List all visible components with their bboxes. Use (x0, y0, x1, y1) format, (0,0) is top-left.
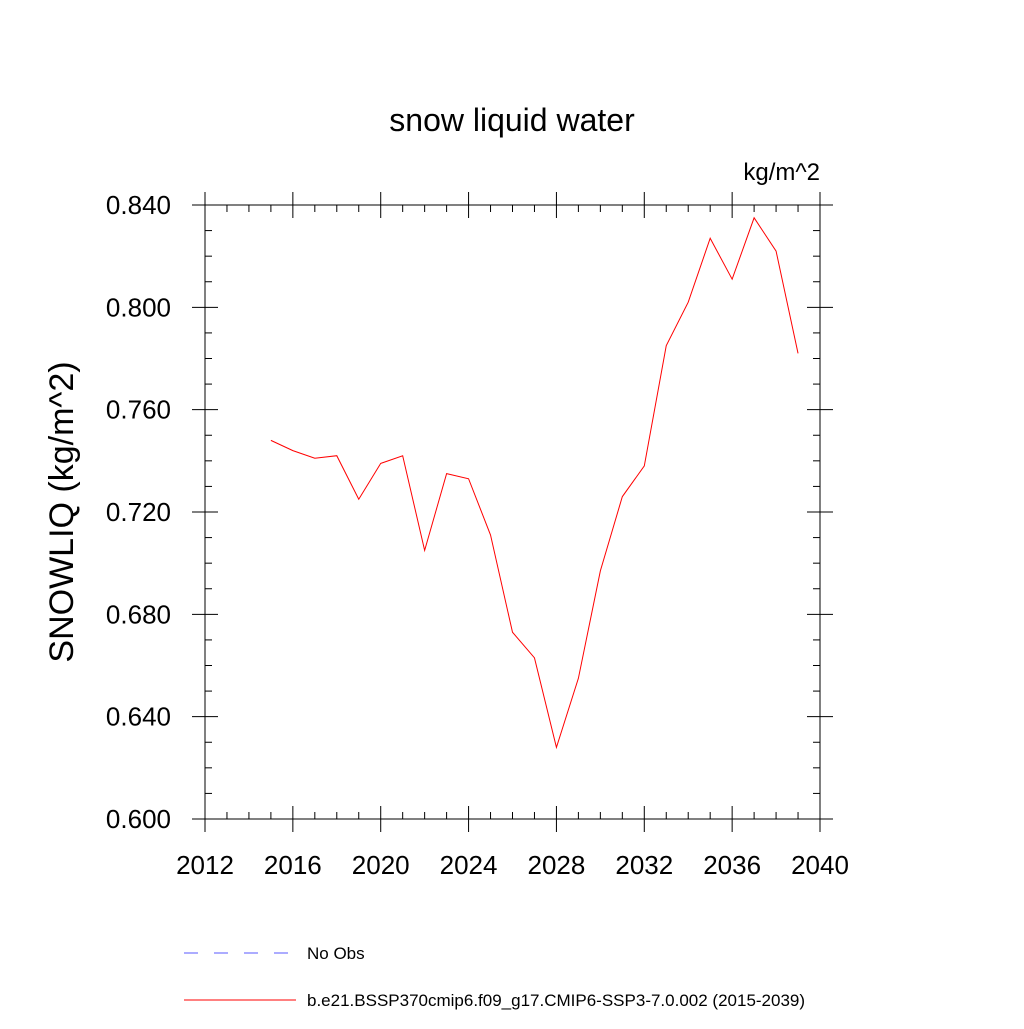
x-tick-label: 2012 (176, 850, 234, 880)
x-tick-label: 2020 (352, 850, 410, 880)
legend: No Obs b.e21.BSSP370cmip6.f09_g17.CMIP6-S… (184, 944, 805, 1010)
y-tick-label: 0.600 (106, 804, 171, 834)
series-line-0 (270, 216, 799, 750)
x-tick-label: 2036 (703, 850, 761, 880)
x-tick-label: 2032 (615, 850, 673, 880)
x-tick-label: 2028 (528, 850, 586, 880)
y-tick-label: 0.720 (106, 497, 171, 527)
x-tick-label: 2040 (791, 850, 849, 880)
y-axis-label: SNOWLIQ (kg/m^2) (43, 361, 81, 662)
axes-group: 2012 2016 2020 2024 2028 2032 2036 2040 0.600 0.6… (106, 190, 849, 880)
plot-frame (204, 204, 821, 820)
units-label: kg/m^2 (743, 159, 820, 186)
y-tick-label: 0.760 (106, 395, 171, 425)
series-group (270, 216, 799, 750)
legend-label-0: No Obs (307, 944, 365, 963)
y-tick-label: 0.680 (106, 599, 171, 629)
y-tick-label: 0.640 (106, 702, 171, 732)
chart-title: snow liquid water (389, 102, 635, 138)
legend-label-1: b.e21.BSSP370cmip6.f09_g17.CMIP6-SSP3-7.… (307, 991, 805, 1010)
x-tick-label: 2024 (440, 850, 498, 880)
y-tick-label: 0.840 (106, 190, 171, 220)
x-tick-label: 2016 (264, 850, 322, 880)
y-tick-label: 0.800 (106, 292, 171, 322)
